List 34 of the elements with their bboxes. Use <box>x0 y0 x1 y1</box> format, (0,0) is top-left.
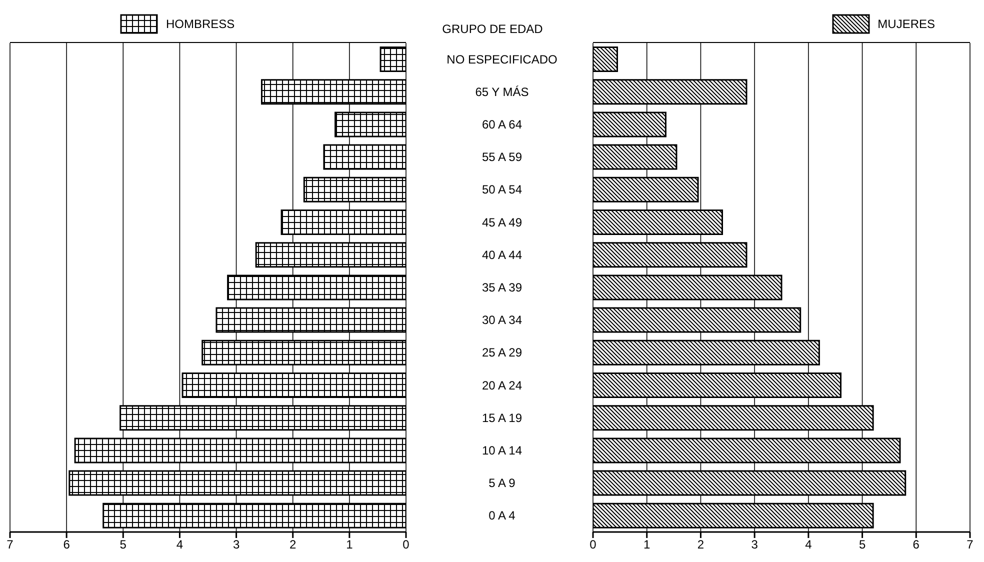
y-tick-label: 40 A 44 <box>482 248 522 262</box>
x-tick-label: 0 <box>590 538 597 552</box>
x-tick-label: 4 <box>805 538 812 552</box>
y-tick-label: 35 A 39 <box>482 280 522 294</box>
y-tick-label: 20 A 24 <box>482 378 522 392</box>
y-tick-label: NO ESPECIFICADO <box>446 52 558 66</box>
y-tick-label: 15 A 19 <box>482 410 522 425</box>
legend-label: MUJERES <box>878 17 935 31</box>
x-tick-label: 6 <box>912 538 920 552</box>
y-tick-label: 25 A 29 <box>482 346 522 360</box>
x-tick-label: 1 <box>644 538 651 552</box>
x-tick-label: 5 <box>858 538 866 552</box>
y-tick-label: 60 A 64 <box>482 118 522 132</box>
x-tick-label: 7 <box>6 538 14 552</box>
x-tick-label: 7 <box>966 538 974 552</box>
x-tick-label: 0 <box>402 538 410 552</box>
x-tick-label: 6 <box>63 538 70 552</box>
x-tick-label: 3 <box>232 538 240 552</box>
x-tick-label: 4 <box>176 538 184 552</box>
y-tick-label: 55 A 59 <box>482 150 522 164</box>
x-tick-label: 2 <box>290 538 297 552</box>
y-tick-label: 50 A 54 <box>482 182 522 197</box>
y-tick-label: 5 A 9 <box>488 476 516 490</box>
x-tick-label: 3 <box>751 538 758 552</box>
y-tick-label: 45 A 49 <box>482 215 522 230</box>
y-tick-label: 30 A 34 <box>482 313 522 328</box>
y-tick-label: 65 Y MÁS <box>475 84 529 99</box>
x-tick-label: 1 <box>346 538 354 552</box>
x-tick-label: 5 <box>120 538 127 552</box>
x-tick-label: 2 <box>697 538 704 552</box>
y-axis-title: GRUPO DE EDAD <box>441 22 544 36</box>
y-tick-label: 10 A 14 <box>482 444 522 458</box>
legend-label: HOMBRESS <box>166 17 235 31</box>
y-tick-label: 0 A 4 <box>488 508 516 523</box>
